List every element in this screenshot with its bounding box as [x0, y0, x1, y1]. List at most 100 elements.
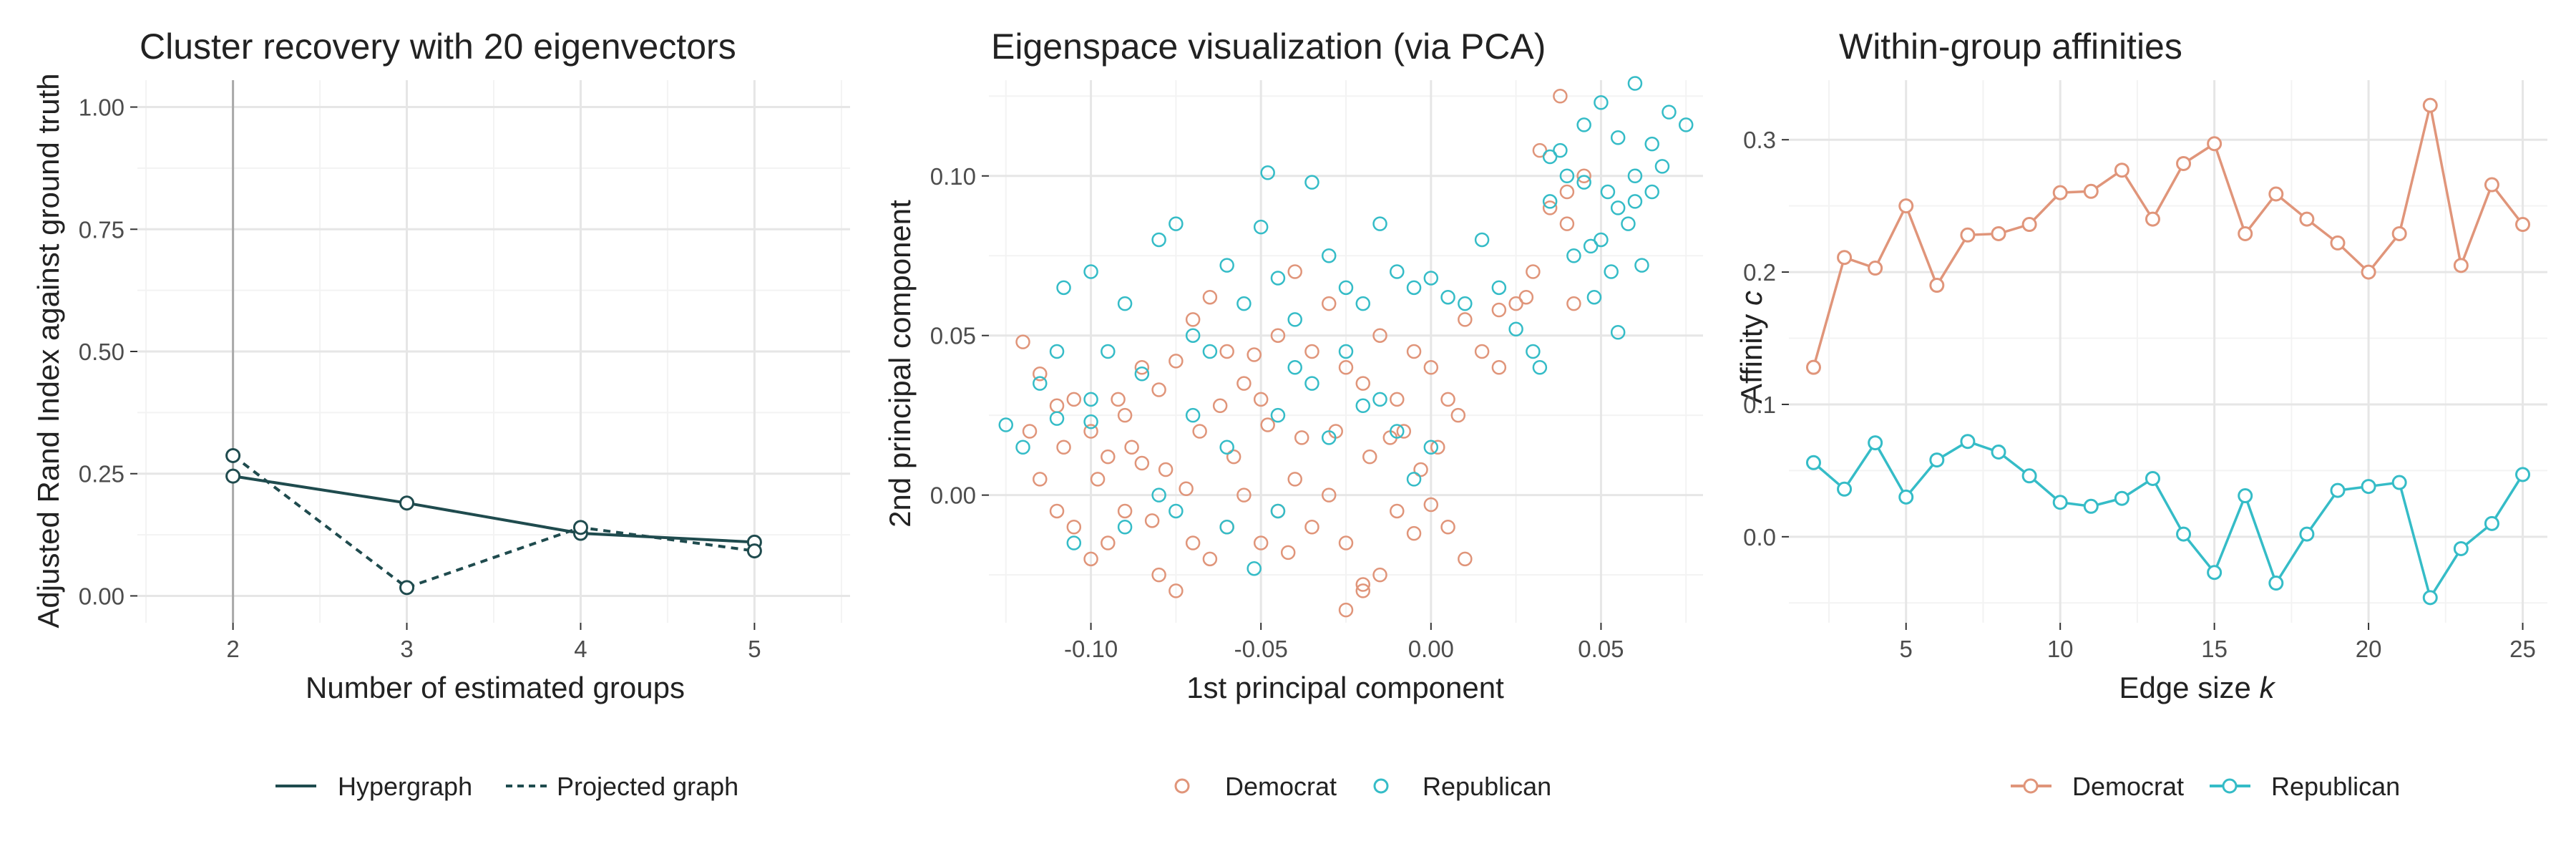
- republican-point-80: [1083, 392, 1098, 407]
- panel1-legend: Hypergraph Projected graph: [275, 772, 738, 801]
- republican-affinity-point-k7: [1960, 434, 1976, 450]
- republican-point-54: [1542, 194, 1558, 209]
- democrat-point-71: [1056, 440, 1071, 455]
- democrat-point-41: [1049, 503, 1065, 519]
- democrat-point-2: [1049, 398, 1065, 414]
- panel1-ticks: 2 3 4 5 0.00 0.25 0.50 0.75 1.00: [79, 94, 761, 662]
- panel3-x-axis-label: Edge size k: [2119, 671, 2275, 704]
- republican-point-70: [1406, 472, 1422, 487]
- democrat-point-28: [1491, 360, 1507, 375]
- democrat-point-34: [1559, 216, 1575, 231]
- democrat-affinity-point-k21: [2391, 225, 2407, 241]
- republican-point-43: [1627, 76, 1643, 91]
- republican-point-25: [1406, 280, 1422, 296]
- republican-affinity-point-k8: [1991, 445, 2006, 460]
- y-tick-label: 0.2: [1743, 259, 1776, 286]
- republican-affinity-line: [1813, 440, 2524, 601]
- democrat-point-86: [1280, 545, 1296, 560]
- y-tick-label: 0.25: [79, 461, 125, 487]
- legend-democrat-label: Democrat: [1225, 772, 1337, 801]
- hypergraph-line: [233, 475, 755, 544]
- democrat-point-38: [1518, 289, 1534, 305]
- democrat-affinity-point-k22: [2422, 97, 2438, 113]
- panel1-grid: [137, 80, 850, 623]
- panel-eigenspace: Eigenspace visualization (via PCA) 2nd p…: [883, 26, 1703, 801]
- republican-point-55: [1627, 194, 1643, 209]
- democrat-point-6: [1117, 407, 1133, 423]
- republican-affinity-point-k25: [2515, 467, 2531, 482]
- democrat-point-64: [1440, 519, 1455, 535]
- republican-affinity-point-k20: [2361, 479, 2376, 495]
- panel2-legend: Democrat Republican: [1174, 772, 1551, 801]
- republican-point-31: [1508, 321, 1523, 337]
- democrat-point-77: [1260, 417, 1275, 432]
- democrat-point-13: [1236, 376, 1252, 391]
- democrat-affinity-point-k16: [2238, 225, 2253, 241]
- legend-democrat-marker-key: [2023, 778, 2039, 794]
- republican-point-24: [1390, 264, 1405, 279]
- democrat-point-26: [1458, 312, 1473, 327]
- democrat-point-63: [1423, 497, 1439, 513]
- republican-point-79: [1066, 535, 1082, 550]
- democrat-point-5: [1101, 449, 1116, 465]
- republican-point-8: [1134, 366, 1150, 382]
- republican-point-76: [1270, 407, 1286, 423]
- republican-point-19: [1304, 175, 1319, 190]
- hypergraph-point-2: [225, 468, 241, 484]
- x-tick-label: -0.10: [1064, 636, 1118, 662]
- republican-point-26: [1423, 271, 1439, 286]
- panel-affinities: Within-group affinities Affinity c Edge …: [1735, 26, 2547, 801]
- republican-affinity-point-k6: [1929, 452, 1945, 468]
- democrat-point-80: [1362, 449, 1377, 465]
- legend-republican-label: Republican: [1423, 772, 1551, 801]
- republican-point-68: [1355, 398, 1371, 414]
- republican-affinity-point-k23: [2453, 540, 2469, 556]
- republican-point-23: [1372, 216, 1387, 231]
- projected-graph-point-3: [399, 580, 415, 596]
- republican-point-62: [1151, 487, 1166, 503]
- democrat-point-35: [1553, 89, 1568, 104]
- republican-point-34: [1542, 149, 1558, 165]
- projected-graph-point-5: [746, 543, 762, 559]
- democrat-point-0: [1015, 334, 1030, 349]
- republican-affinity-point-k22: [2422, 590, 2438, 606]
- democrat-point-53: [1253, 535, 1269, 550]
- republican-point-52: [1610, 324, 1626, 340]
- republican-point-28: [1458, 296, 1473, 311]
- y-tick-label: 0.00: [930, 482, 976, 509]
- democrat-point-75: [1192, 424, 1207, 439]
- democrat-point-9: [1169, 354, 1184, 369]
- republican-point-53: [1566, 248, 1581, 263]
- panel2-ticks: -0.10 -0.05 0.00 0.05 0.00 0.05 0.10: [930, 163, 1624, 662]
- republican-point-33: [1532, 360, 1548, 375]
- panel2-y-axis-label: 2nd principal component: [883, 200, 917, 528]
- panel1-y-axis-label: Adjusted Rand Index against ground truth: [31, 73, 65, 628]
- democrat-point-81: [1396, 424, 1412, 439]
- x-tick-label: 10: [2047, 636, 2074, 662]
- panel1-x-axis-label: Number of estimated groups: [306, 671, 685, 704]
- y-tick-label: 0.1: [1743, 392, 1776, 418]
- democrat-point-76: [1226, 449, 1241, 465]
- democrat-point-18: [1321, 296, 1337, 311]
- republican-point-32: [1526, 344, 1541, 359]
- y-tick-label: 0.00: [79, 583, 125, 609]
- democrat-point-73: [1124, 440, 1139, 455]
- panel3-legend: Democrat Republican: [2011, 772, 2400, 801]
- republican-point-81: [1049, 411, 1065, 426]
- republican-point-15: [1253, 219, 1269, 235]
- republican-affinity-point-k16: [2238, 488, 2253, 504]
- democrat-point-40: [1033, 472, 1048, 487]
- panel2-title: Eigenspace visualization (via PCA): [991, 26, 1546, 67]
- y-tick-label: 0.05: [930, 323, 976, 349]
- republican-point-1: [1015, 440, 1030, 455]
- democrat-point-83: [1450, 407, 1466, 423]
- democrat-point-50: [1202, 551, 1218, 567]
- republican-point-36: [1576, 175, 1591, 190]
- democrat-point-59: [1355, 583, 1371, 598]
- republican-point-46: [1576, 117, 1591, 132]
- panel2-grid: [989, 80, 1703, 623]
- y-tick-label: 0.75: [79, 216, 125, 243]
- republican-affinity-point-k15: [2207, 565, 2223, 581]
- legend-projected-label: Projected graph: [557, 772, 738, 801]
